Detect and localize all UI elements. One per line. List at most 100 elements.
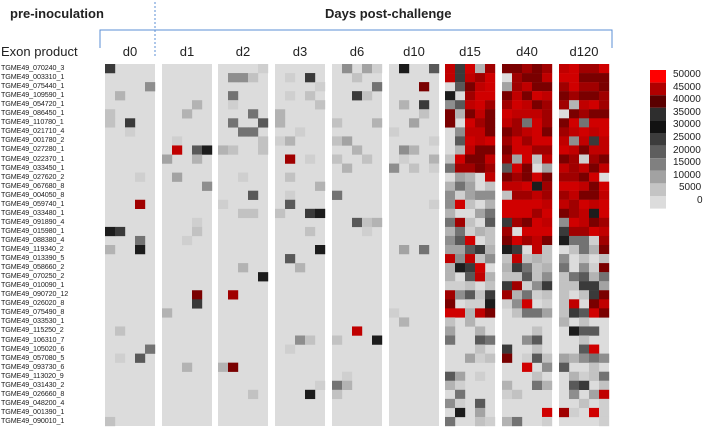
heatmap-cell: [579, 245, 590, 255]
heatmap-cell: [559, 64, 570, 74]
heatmap-cell: [485, 136, 496, 146]
heatmap-cell: [285, 91, 296, 101]
heatmap-cell: [342, 380, 353, 390]
heatmap-cell: [532, 217, 543, 228]
heatmap-cell: [455, 64, 466, 74]
heatmap-cell: [532, 100, 543, 110]
row-label: TGME49_057080_5: [1, 352, 65, 362]
heatmap-cell: [419, 82, 430, 92]
heatmap-cell: [445, 299, 456, 309]
heatmap-cell: [389, 308, 400, 318]
heatmap-cell: [522, 362, 533, 372]
heatmap-cell: [218, 199, 229, 209]
heatmap-cell: [522, 199, 533, 209]
heatmap-cell: [532, 109, 543, 119]
heatmap-cell: [419, 100, 430, 110]
heatmap-cell: [258, 64, 269, 74]
heatmap-cell: [542, 281, 553, 291]
heatmap-cell: [238, 208, 249, 219]
heatmap-cell: [502, 245, 513, 255]
heatmap-cell: [145, 344, 156, 354]
heatmap-cell: [502, 272, 513, 282]
heatmap-cell: [589, 154, 600, 164]
heatmap-cell: [475, 145, 486, 155]
day-label-d10: d10: [403, 44, 425, 59]
heatmap-cell: [465, 172, 476, 182]
heatmap-cell: [522, 64, 533, 74]
heatmap-cell: [522, 181, 533, 191]
heatmap-cell: [455, 281, 466, 291]
heatmap-cell: [455, 172, 466, 182]
heatmap-cell: [569, 272, 580, 282]
heatmap-cell: [445, 163, 456, 173]
heatmap-cell: [455, 109, 466, 119]
heatmap-cell: [285, 199, 296, 209]
heatmap-cell: [569, 407, 580, 418]
heatmap-cell: [315, 82, 326, 92]
row-label: TGME49_113020_9: [1, 370, 64, 380]
heatmap-cell: [332, 154, 343, 164]
heatmap-cell: [512, 199, 523, 209]
heatmap-cell: [485, 190, 496, 200]
heatmap-cell: [455, 163, 466, 173]
heatmap-cell: [512, 389, 523, 400]
heatmap-cell: [475, 371, 486, 381]
heatmap-cell: [559, 199, 570, 209]
post-challenge-bracket: [99, 29, 613, 48]
heatmap-cell: [445, 73, 456, 83]
heatmap-cell: [522, 235, 533, 246]
row-label: TGME49_027620_2: [1, 171, 65, 181]
heatmap-cell: [569, 217, 580, 228]
heatmap-cell: [455, 380, 466, 390]
heatmap-cell: [238, 263, 249, 273]
heatmap-cell: [542, 380, 553, 390]
heatmap-cell: [502, 163, 513, 173]
heatmap-cell: [465, 217, 476, 228]
heatmap-cell: [455, 100, 466, 110]
heatmap-cell: [105, 245, 116, 255]
heatmap-cell: [445, 317, 456, 327]
heatmap-cell: [559, 272, 570, 282]
heatmap-cell: [105, 226, 116, 237]
heatmap-cell: [475, 163, 486, 173]
heatmap-cell: [445, 398, 456, 409]
heatmap-cell: [445, 308, 456, 318]
heatmap-cell: [559, 100, 570, 110]
heatmap-cell: [579, 208, 590, 219]
heatmap-cell: [485, 82, 496, 92]
heatmap-cell: [372, 335, 383, 345]
heatmap-cell: [532, 263, 543, 273]
heatmap-cell: [579, 263, 590, 273]
heatmap-cell: [502, 127, 513, 137]
heatmap-cell: [589, 145, 600, 155]
heatmap-cell: [485, 64, 496, 74]
heatmap-cell: [342, 64, 353, 74]
heatmap-cell: [485, 353, 496, 363]
heatmap-cell: [502, 416, 513, 427]
heatmap-cell: [532, 91, 543, 101]
heatmap-cell: [332, 389, 343, 400]
heatmap-cell: [589, 326, 600, 336]
heatmap-cell: [559, 353, 570, 363]
heatmap-cell: [465, 299, 476, 309]
heatmap-cell: [542, 235, 553, 246]
heatmap-cell: [502, 181, 513, 191]
heatmap-cell: [305, 208, 316, 219]
heatmap-cell: [465, 317, 476, 327]
legend-tick-label: 10000: [673, 169, 701, 181]
heatmap-cell: [522, 281, 533, 291]
heatmap-cell: [445, 118, 456, 128]
heatmap-cell: [275, 136, 286, 146]
heatmap-cell: [569, 389, 580, 400]
heatmap-cell: [409, 163, 420, 173]
heatmap-cell: [445, 208, 456, 219]
heatmap-cell: [352, 73, 363, 83]
heatmap-cell: [475, 82, 486, 92]
heatmap-cell: [522, 91, 533, 101]
heatmap-cell: [589, 64, 600, 74]
heatmap-cell: [579, 190, 590, 200]
heatmap-cell: [589, 172, 600, 182]
heatmap-cell: [542, 154, 553, 164]
heatmap-cell: [105, 118, 116, 128]
